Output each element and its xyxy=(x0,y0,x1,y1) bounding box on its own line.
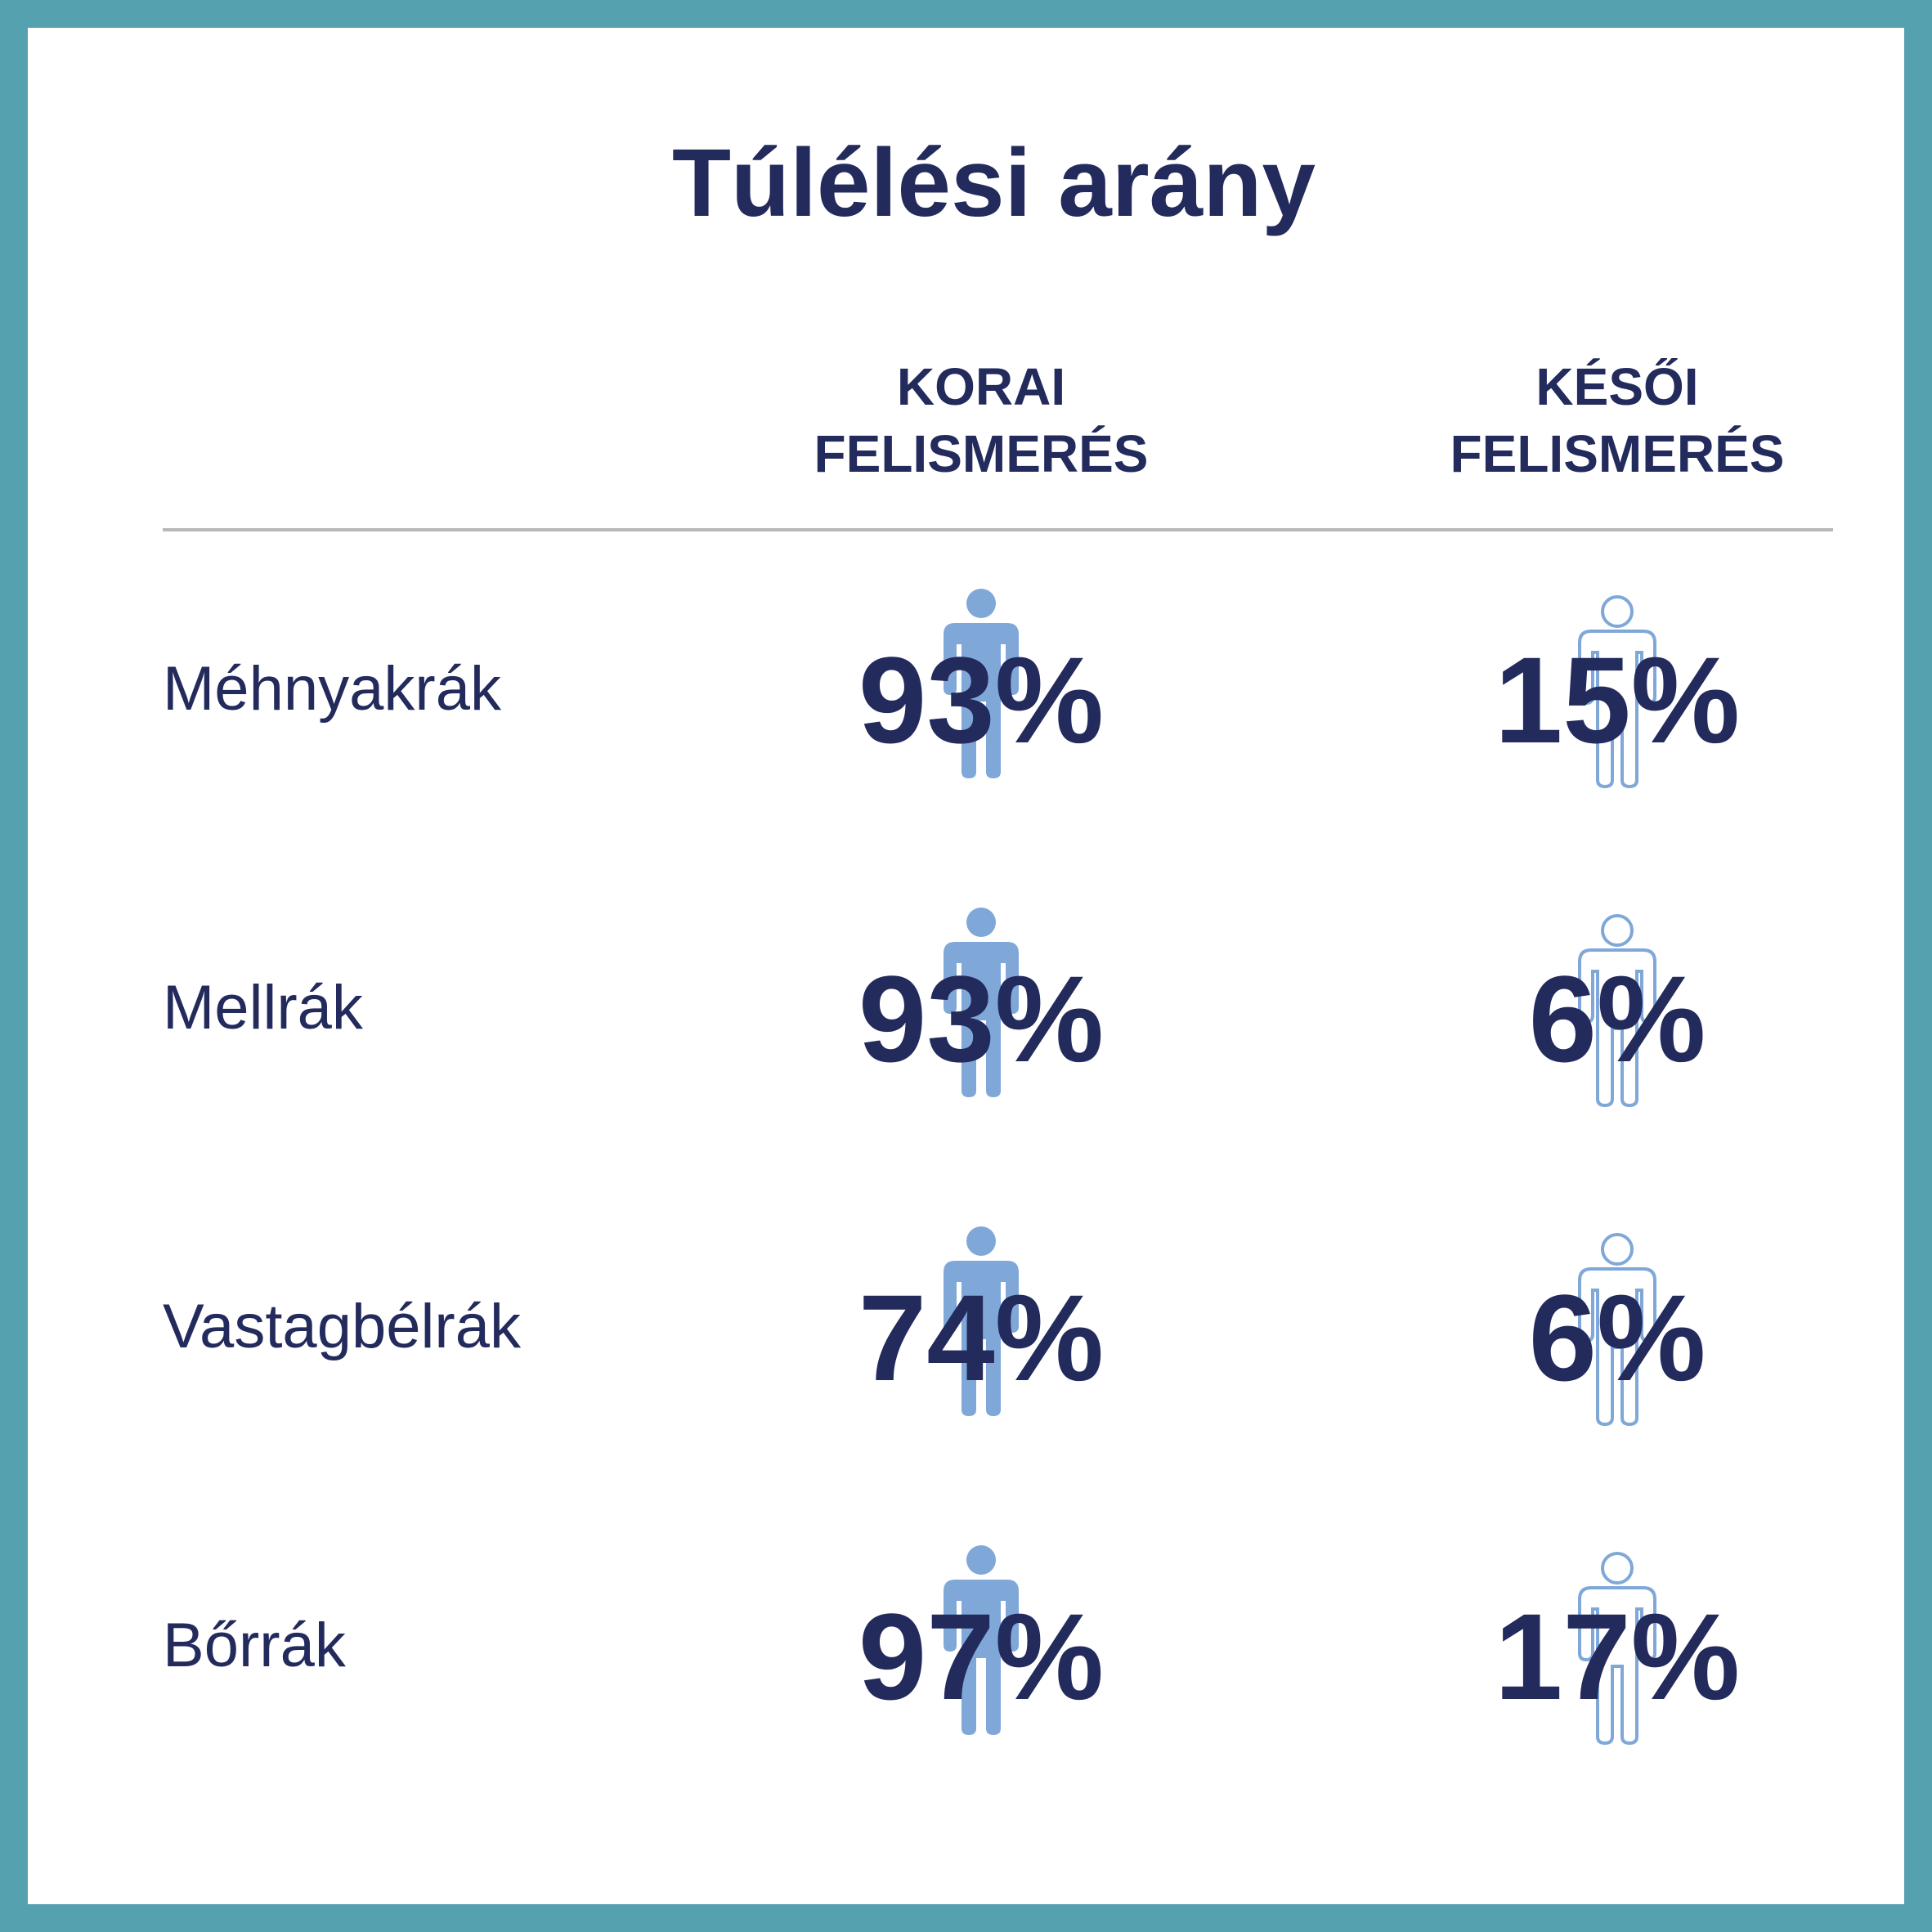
cell-late-cervical: 15% xyxy=(1372,595,1863,808)
row-label-colon: Vastagbélrák xyxy=(163,1292,521,1361)
cell-late-colon: 6% xyxy=(1372,1233,1863,1446)
pct-late-colon: 6% xyxy=(1528,1269,1706,1406)
column-header-early-line1: KORAI xyxy=(896,357,1066,416)
pct-early-breast: 93% xyxy=(858,950,1105,1087)
header-divider xyxy=(163,528,1833,531)
row-label-skin: Bőrrák xyxy=(163,1611,346,1680)
column-header-late: KÉSŐI FELISMERÉS xyxy=(1372,353,1863,487)
column-header-early: KORAI FELISMERÉS xyxy=(736,353,1226,487)
cell-early-cervical: 93% xyxy=(736,587,1226,800)
row-label-cervical: Méhnyakrák xyxy=(163,654,501,724)
row-label-breast: Mellrák xyxy=(163,973,363,1042)
pct-early-skin: 97% xyxy=(858,1588,1105,1725)
pct-early-cervical: 93% xyxy=(858,631,1105,769)
cell-early-breast: 93% xyxy=(736,906,1226,1118)
cell-late-breast: 6% xyxy=(1372,914,1863,1127)
pct-early-colon: 74% xyxy=(858,1269,1105,1406)
cell-early-skin: 97% xyxy=(736,1544,1226,1756)
page-title: Túlélési arány xyxy=(671,129,1316,237)
column-header-late-line2: FELISMERÉS xyxy=(1450,424,1785,483)
pct-late-cervical: 15% xyxy=(1494,631,1741,769)
cell-early-colon: 74% xyxy=(736,1225,1226,1437)
column-header-late-line1: KÉSŐI xyxy=(1535,357,1699,416)
pct-late-skin: 17% xyxy=(1494,1588,1741,1725)
column-header-early-line2: FELISMERÉS xyxy=(814,424,1149,483)
pct-late-breast: 6% xyxy=(1528,950,1706,1087)
cell-late-skin: 17% xyxy=(1372,1552,1863,1764)
